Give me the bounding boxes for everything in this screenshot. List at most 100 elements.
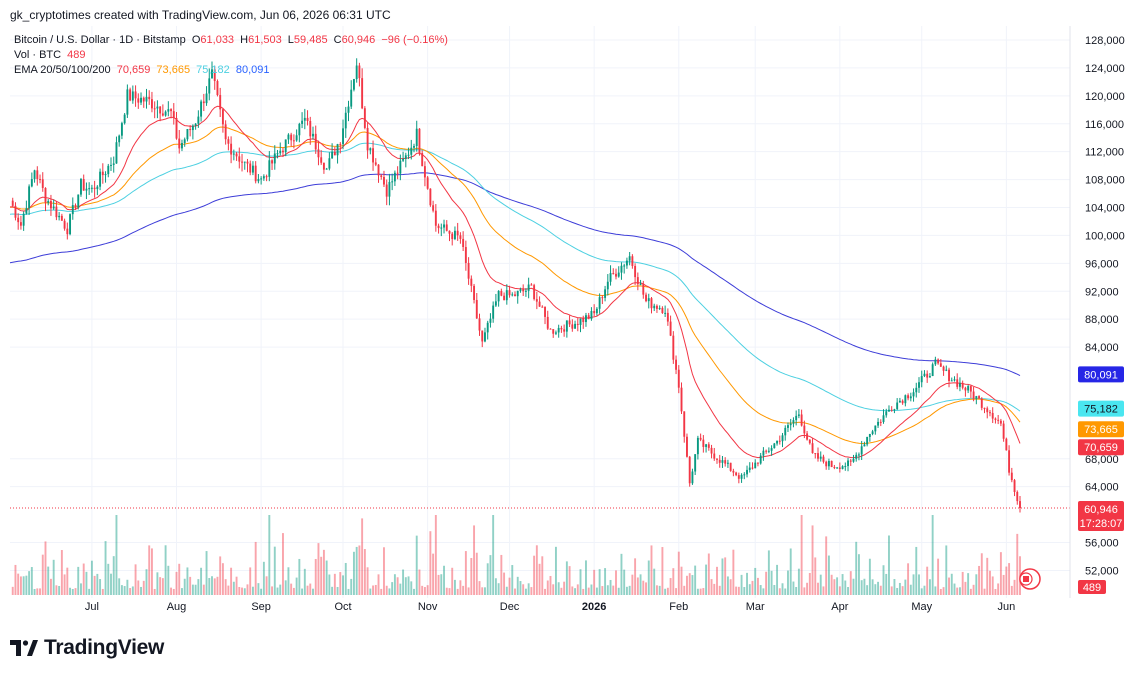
volume-bar: [60, 550, 63, 595]
candle-body: [806, 433, 809, 440]
volume-bar: [620, 553, 623, 595]
candle-body: [74, 205, 77, 208]
volume-bar: [746, 572, 748, 595]
volume-bar: [374, 584, 377, 595]
volume-bar: [754, 567, 757, 595]
candle-body: [789, 423, 792, 426]
price-tags: 80,091 75,182 73,665 70,659 60,946 17:28:07 48…: [1078, 366, 1124, 594]
candle-body: [770, 448, 773, 451]
candle-body: [907, 395, 910, 399]
volume-bar: [653, 568, 656, 595]
candle-body: [958, 383, 961, 387]
volume-bar: [937, 558, 940, 595]
volume-bar: [290, 583, 293, 595]
volume-bar: [554, 546, 557, 595]
tag-ema20: 70,659: [1084, 442, 1118, 454]
y-tick-label: 124,000: [1085, 63, 1125, 75]
volume-bar: [361, 518, 364, 595]
volume-bar: [90, 560, 93, 595]
volume-bar: [844, 580, 847, 595]
candle-body: [301, 120, 304, 124]
volume-bar: [328, 574, 331, 595]
volume-bar: [871, 579, 874, 595]
volume-bar: [325, 560, 328, 595]
candle-body: [926, 373, 929, 378]
volume-bar: [194, 584, 197, 595]
candle-body: [1016, 491, 1019, 502]
volume-bar: [246, 584, 249, 595]
candle-body: [358, 65, 361, 79]
candle-body: [211, 69, 213, 79]
volume-bar: [1002, 574, 1005, 595]
candle-body: [565, 320, 568, 332]
candle-body: [901, 400, 904, 404]
candle-body: [284, 139, 287, 153]
volume-bar: [99, 579, 102, 595]
volume-bar: [866, 585, 869, 595]
volume-bar: [743, 587, 746, 595]
volume-bar: [890, 586, 893, 595]
volume-bar: [568, 566, 571, 595]
volume-bar: [713, 583, 716, 595]
candle-body: [41, 179, 44, 188]
candle-body: [99, 171, 102, 187]
candle-body: [686, 436, 688, 457]
candle-body: [978, 396, 981, 399]
volume-bar: [262, 561, 265, 595]
volume-bar: [533, 555, 536, 595]
candle-body: [563, 329, 566, 332]
candle-body: [546, 316, 549, 329]
volume-bar: [989, 570, 991, 595]
volume-bar: [470, 557, 473, 595]
volume-bar: [363, 549, 366, 595]
volume-bar: [497, 583, 500, 595]
volume-bar: [172, 588, 175, 595]
candle-body: [148, 96, 151, 100]
volume-bar: [221, 563, 224, 595]
candle-body: [1010, 472, 1013, 481]
candle-body: [339, 144, 342, 146]
volume-bar: [634, 558, 637, 595]
volume-bar: [986, 557, 989, 595]
candle-body: [871, 431, 874, 434]
tag-ema20-bg: [1078, 439, 1124, 456]
candle-body: [385, 184, 388, 197]
volume-bar: [508, 577, 511, 595]
volume-bar: [186, 567, 189, 595]
candle-body: [636, 277, 639, 285]
candle-body: [202, 101, 205, 104]
volume-bar: [208, 578, 211, 595]
y-tick-label: 120,000: [1085, 91, 1125, 103]
volume-bar: [352, 551, 355, 595]
candle-body: [374, 162, 377, 165]
candle-body: [227, 139, 230, 144]
price-axis[interactable]: 128,000 124,000 120,000 116,000 112,000 108,0…: [1085, 35, 1125, 577]
candle-body: [669, 321, 672, 336]
candle-body: [787, 425, 789, 428]
volume-bar: [55, 585, 58, 595]
volume-bar: [1013, 579, 1016, 595]
volume-bar: [650, 545, 653, 595]
volume-bar: [524, 588, 527, 595]
candle-body: [967, 386, 970, 391]
candle-body: [257, 178, 260, 182]
candle-body: [200, 101, 203, 117]
candle-body: [369, 148, 372, 151]
candle-body: [699, 437, 702, 440]
time-axis[interactable]: Jul Aug Sep Oct Nov Dec 2026 Feb Mar Apr May Jun: [85, 601, 1015, 613]
volume-bar: [655, 585, 658, 595]
volume-bar: [716, 566, 718, 595]
volume-bar: [789, 548, 792, 595]
candle-body: [232, 153, 235, 155]
candle-body: [997, 419, 1000, 421]
volume-bar: [885, 573, 888, 595]
candle-body: [355, 65, 358, 80]
candle-body: [183, 139, 186, 144]
tag-countdown: 17:28:07: [1080, 518, 1123, 530]
volume-bar: [958, 587, 961, 595]
tradingview-logo[interactable]: TradingView: [10, 636, 164, 660]
volume-bar: [331, 586, 334, 595]
volume-bar: [464, 551, 467, 595]
candle-body: [391, 181, 394, 183]
